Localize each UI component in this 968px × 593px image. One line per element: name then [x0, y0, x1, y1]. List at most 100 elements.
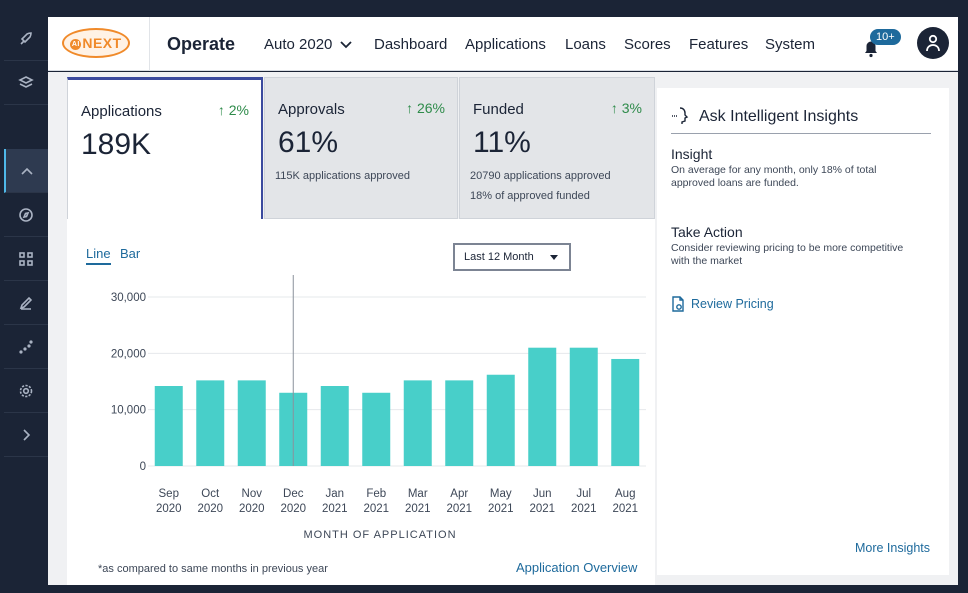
top-header: AI NEXT Operate Auto 2020 Dashboard Appli…	[48, 17, 958, 71]
insights-brain-icon	[672, 107, 689, 124]
kpi-subtext: 18% of approved funded	[470, 190, 590, 202]
bar	[486, 374, 515, 466]
nav-dashboard[interactable]: Dashboard	[374, 36, 448, 53]
x-tick-label: Nov	[242, 488, 263, 500]
logo-wordmark: NEXT	[82, 35, 122, 51]
bar	[237, 380, 266, 466]
bar	[528, 347, 557, 466]
x-tick-label: Feb	[366, 488, 386, 500]
period-select-value: Last 12 Month	[464, 251, 534, 263]
x-tick-label: Apr	[450, 488, 468, 500]
bar	[611, 358, 640, 466]
y-tick-label: 0	[140, 461, 146, 473]
grid-icon	[19, 251, 33, 266]
y-tick-label: 20,000	[111, 348, 146, 360]
kpi-value: 189K	[81, 128, 152, 161]
user-icon	[926, 34, 940, 52]
kpi-subtext: 115K applications approved	[275, 170, 410, 182]
bar	[445, 380, 474, 466]
kpi-delta: ↑ 3%	[610, 100, 642, 116]
sidebar-item-layers[interactable]	[4, 61, 48, 105]
application-overview-link[interactable]: Application Overview	[516, 560, 638, 575]
tab-line[interactable]: Line	[86, 246, 111, 265]
period-select[interactable]: Last 12 Month	[453, 243, 571, 271]
caret-down-icon	[550, 255, 558, 260]
insights-header: Ask Intelligent Insights	[671, 106, 931, 134]
review-pricing-label: Review Pricing	[691, 297, 774, 311]
review-pricing-link[interactable]: Review Pricing	[671, 296, 774, 312]
x-tick-label: May	[490, 488, 512, 500]
kpi-tab-approvals[interactable]: Approvals ↑ 26% 61% 115K applications ap…	[264, 77, 458, 219]
kpi-label: Applications	[81, 103, 162, 120]
bar	[403, 380, 432, 466]
insight-text: On average for any month, only 18% of to…	[671, 164, 877, 189]
sidebar-item-launch[interactable]	[4, 17, 48, 61]
document-icon	[672, 296, 684, 312]
insights-panel: Ask Intelligent Insights Insight On aver…	[657, 88, 949, 575]
sidebar-item-edit[interactable]	[4, 281, 48, 325]
notification-badge[interactable]: 10+	[870, 29, 901, 45]
sidebar-item-analytics[interactable]	[4, 325, 48, 369]
portfolio-dropdown[interactable]: Auto 2020	[264, 36, 353, 53]
insights-title: Ask Intelligent Insights	[699, 108, 859, 125]
tab-bar[interactable]: Bar	[120, 246, 141, 261]
layers-icon	[18, 75, 34, 88]
compass-icon	[19, 207, 33, 222]
insight-heading: Insight	[671, 146, 713, 162]
kpi-delta: ↑ 26%	[406, 100, 445, 116]
sidebar-item-grid[interactable]	[4, 237, 48, 281]
action-heading: Take Action	[671, 224, 743, 240]
x-tick-label: 2021	[529, 503, 555, 515]
chevron-up-icon	[21, 167, 33, 175]
x-tick-label: Oct	[201, 488, 220, 500]
action-text: Consider reviewing pricing to be more co…	[671, 242, 904, 267]
kpi-value: 61%	[278, 126, 339, 159]
sidebar-rail	[0, 0, 48, 593]
nav-features[interactable]: Features	[689, 36, 749, 53]
x-tick-label: 2021	[322, 503, 348, 515]
x-axis-label: MONTH OF APPLICATION	[303, 529, 456, 541]
x-tick-label: 2021	[571, 503, 597, 515]
chevron-down-icon	[340, 40, 353, 48]
page-title: Operate	[167, 34, 236, 54]
kpi-value: 11%	[473, 126, 531, 159]
main-content: Applications ↑ 2% 189K Approvals ↑ 26% 6…	[48, 72, 958, 585]
sidebar-item-settings[interactable]	[4, 369, 48, 413]
more-insights-link[interactable]: More Insights	[854, 541, 930, 555]
y-tick-label: 10,000	[111, 405, 146, 417]
x-tick-label: Jan	[325, 488, 344, 500]
kpi-tab-applications[interactable]: Applications ↑ 2% 189K	[67, 77, 263, 219]
rocket-icon	[20, 31, 32, 45]
x-tick-label: Aug	[615, 488, 635, 500]
brand-logo[interactable]: AI NEXT	[62, 28, 130, 58]
x-tick-label: Jul	[576, 488, 591, 500]
kpi-subtext: 20790 applications approved	[470, 170, 611, 182]
footnote: *as compared to same months in previous …	[98, 563, 328, 575]
kpi-tab-funded[interactable]: Funded ↑ 3% 11% 20790 applications appro…	[459, 77, 655, 219]
kpi-label: Funded	[473, 101, 524, 118]
x-tick-label: Sep	[159, 488, 179, 500]
x-tick-label: Dec	[283, 488, 304, 500]
sidebar-item-operate[interactable]	[4, 149, 48, 193]
nav-system[interactable]: System	[765, 36, 816, 53]
nav-loans[interactable]: Loans	[565, 36, 606, 53]
x-tick-label: Jun	[533, 488, 552, 500]
user-avatar[interactable]	[917, 27, 949, 59]
nav-scores[interactable]: Scores	[624, 36, 671, 53]
applications-bar-chart: 0 10,000 20,000 30,000 Sep 2020 Oct 2020 Nov 2020…	[111, 275, 646, 541]
bar	[196, 380, 225, 466]
sidebar-item-explore[interactable]	[4, 193, 48, 237]
kpi-label: Approvals	[278, 101, 345, 118]
scatter-icon	[19, 339, 33, 354]
x-tick-label: Mar	[408, 488, 428, 500]
logo-ai-mark: AI	[70, 39, 82, 50]
kpi-delta: ↑ 2%	[217, 102, 249, 118]
pencil-icon	[19, 296, 33, 310]
nav-applications[interactable]: Applications	[465, 36, 546, 53]
x-tick-label: 2021	[488, 503, 514, 515]
chart-card: 0 10,000 20,000 30,000 Sep 2020 Oct 2020 Nov 2020…	[67, 219, 655, 585]
sidebar-expand[interactable]	[4, 413, 48, 457]
x-tick-label: 2020	[239, 503, 265, 515]
bar	[154, 386, 183, 466]
x-tick-label: 2021	[363, 503, 389, 515]
